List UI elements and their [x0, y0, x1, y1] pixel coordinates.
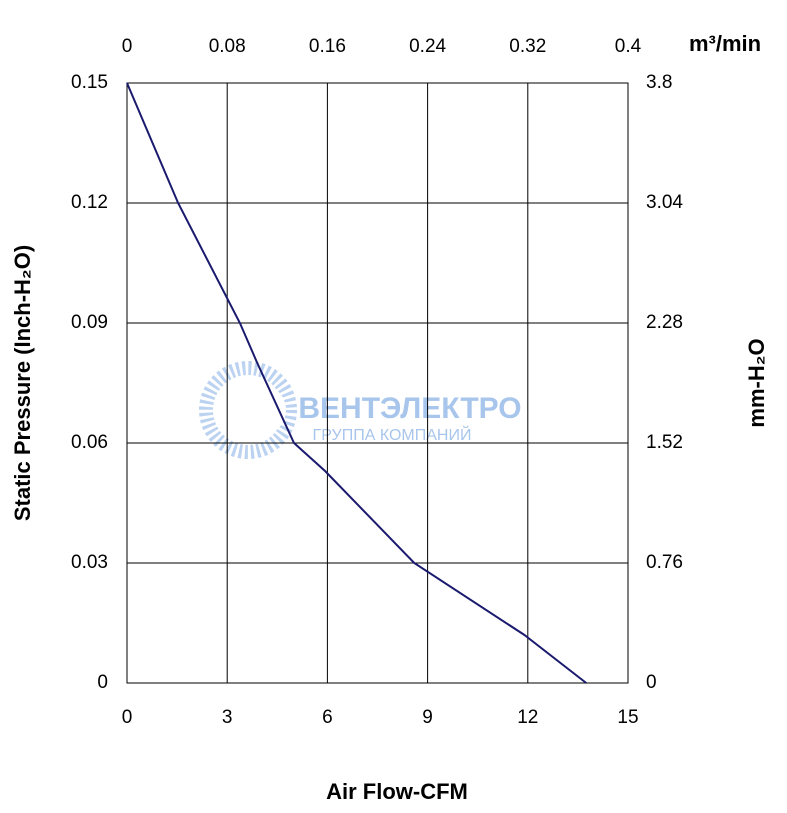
curve: [126, 82, 587, 684]
x-tick-label: 0: [122, 707, 133, 728]
x2-tick-label: 0.24: [409, 36, 446, 57]
x-axis-title: Air Flow-CFM: [326, 779, 468, 804]
y2-tick-label: 0.76: [646, 552, 683, 573]
y-axis-title: Static Pressure (Inch-H₂O): [10, 245, 35, 521]
y2-tick-label: 1.52: [646, 432, 683, 453]
x2-axis-title: m³/min: [689, 31, 761, 56]
logo-ring: [199, 361, 297, 459]
x2-tick-label: 0.16: [309, 36, 346, 57]
y2-axis-title: mm-H₂O: [744, 338, 769, 427]
y2-tick-label: 0: [646, 672, 657, 693]
watermark-subtitle: ГРУППА КОМПАНИЙ: [313, 425, 472, 444]
watermark-title: ВЕНТЭЛЕКТРО: [298, 392, 521, 425]
y-tick-label: 0.15: [71, 72, 108, 93]
y-tick-label: 0.03: [71, 552, 108, 573]
watermark-logo: [199, 361, 297, 459]
x2-tick-label: 0.32: [509, 36, 546, 57]
x-tick-label: 3: [222, 707, 233, 728]
x-tick-label: 9: [422, 707, 433, 728]
x2-tick-label: 0.08: [209, 36, 246, 57]
x2-tick-label: 0: [122, 36, 133, 57]
plot-frame: [126, 82, 629, 684]
y-tick-label: 0.09: [71, 312, 108, 333]
x-tick-label: 15: [617, 707, 638, 728]
y-tick-label: 0.06: [71, 432, 108, 453]
x2-tick-label: 0.4: [615, 36, 642, 57]
y-tick-label: 0: [97, 672, 108, 693]
y2-tick-label: 3.04: [646, 192, 683, 213]
y2-tick-label: 3.8: [646, 72, 672, 93]
y-tick-label: 0.12: [71, 192, 108, 213]
x-tick-label: 12: [517, 707, 538, 728]
y2-tick-label: 2.28: [646, 312, 683, 333]
x-tick-label: 6: [322, 707, 333, 728]
